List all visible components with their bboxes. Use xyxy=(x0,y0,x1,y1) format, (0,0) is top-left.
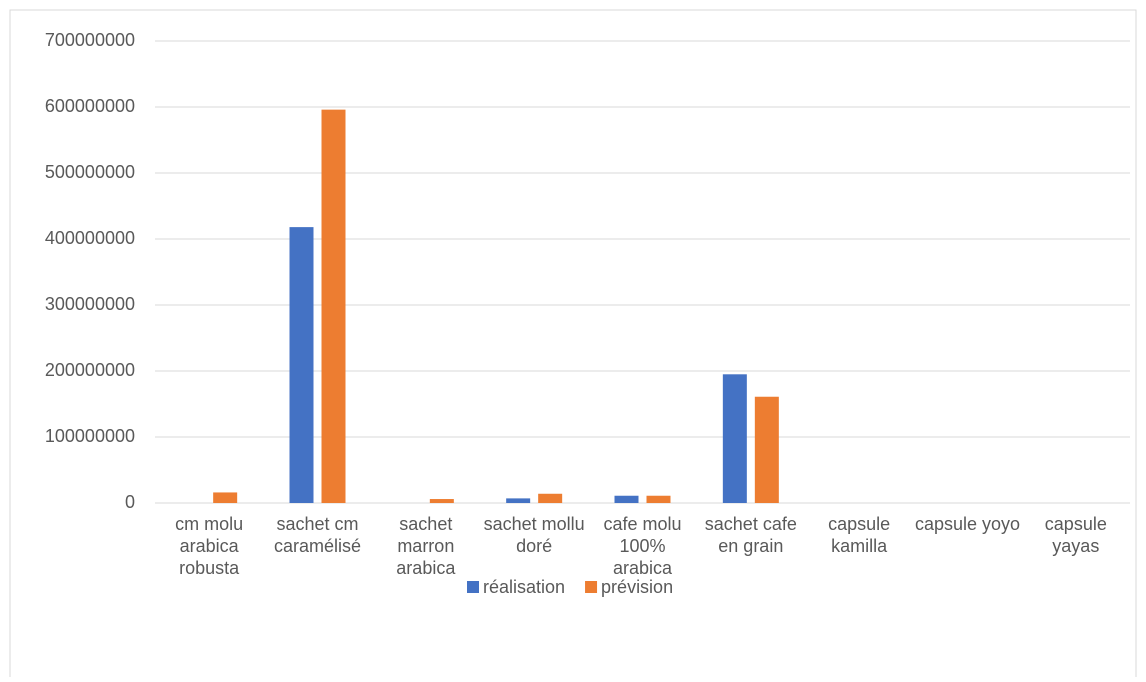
x-tick-label: sachet cafe en grain xyxy=(704,514,797,556)
y-tick-label: 600000000 xyxy=(45,96,135,116)
legend-swatch xyxy=(467,581,479,593)
x-tick-label-box: capsule yayas xyxy=(1044,514,1107,556)
x-tick-label-box: cafe molu 100% arabica xyxy=(603,514,682,578)
legend-label: réalisation xyxy=(483,577,565,597)
x-tick-label-box: capsule yoyo xyxy=(914,514,1021,534)
legend-swatch xyxy=(585,581,598,593)
y-tick-label: 300000000 xyxy=(45,294,135,314)
bar xyxy=(429,499,454,503)
legend-label: prévision xyxy=(601,577,673,597)
x-tick-label-box: capsule kamilla xyxy=(828,514,891,556)
y-tick-label: 0 xyxy=(125,492,135,512)
x-tick-label: cm molu arabica robusta xyxy=(175,514,244,578)
x-tick-label: sachet marron arabica xyxy=(396,514,456,578)
x-tick-label-box: sachet mollu doré xyxy=(483,514,585,556)
bar xyxy=(646,495,671,503)
bar xyxy=(538,493,563,503)
x-tick-label: cafe molu 100% arabica xyxy=(603,514,682,578)
x-tick-label-box: sachet marron arabica xyxy=(396,514,456,578)
x-tick-label-box: sachet cm caramélisé xyxy=(273,514,361,556)
x-tick-label-box: sachet cafe en grain xyxy=(704,514,797,556)
bar xyxy=(754,396,779,503)
x-tick-label: capsule yoyo xyxy=(914,514,1021,534)
bar xyxy=(614,495,639,503)
y-tick-label: 200000000 xyxy=(45,360,135,380)
bar xyxy=(213,492,238,503)
bar xyxy=(506,498,531,503)
x-tick-label: capsule kamilla xyxy=(828,514,891,556)
y-tick-label: 100000000 xyxy=(45,426,135,446)
bar xyxy=(722,374,747,503)
x-tick-label: capsule yayas xyxy=(1044,514,1107,556)
x-tick-label-box: cm molu arabica robusta xyxy=(175,514,244,578)
y-tick-label: 500000000 xyxy=(45,162,135,182)
bar xyxy=(289,227,314,503)
bar xyxy=(321,109,346,503)
y-tick-label: 700000000 xyxy=(45,30,135,50)
chart-frame xyxy=(9,9,1137,682)
y-tick-label: 400000000 xyxy=(45,228,135,248)
x-tick-label: sachet mollu doré xyxy=(483,514,585,556)
x-tick-label: sachet cm caramélisé xyxy=(273,514,361,556)
